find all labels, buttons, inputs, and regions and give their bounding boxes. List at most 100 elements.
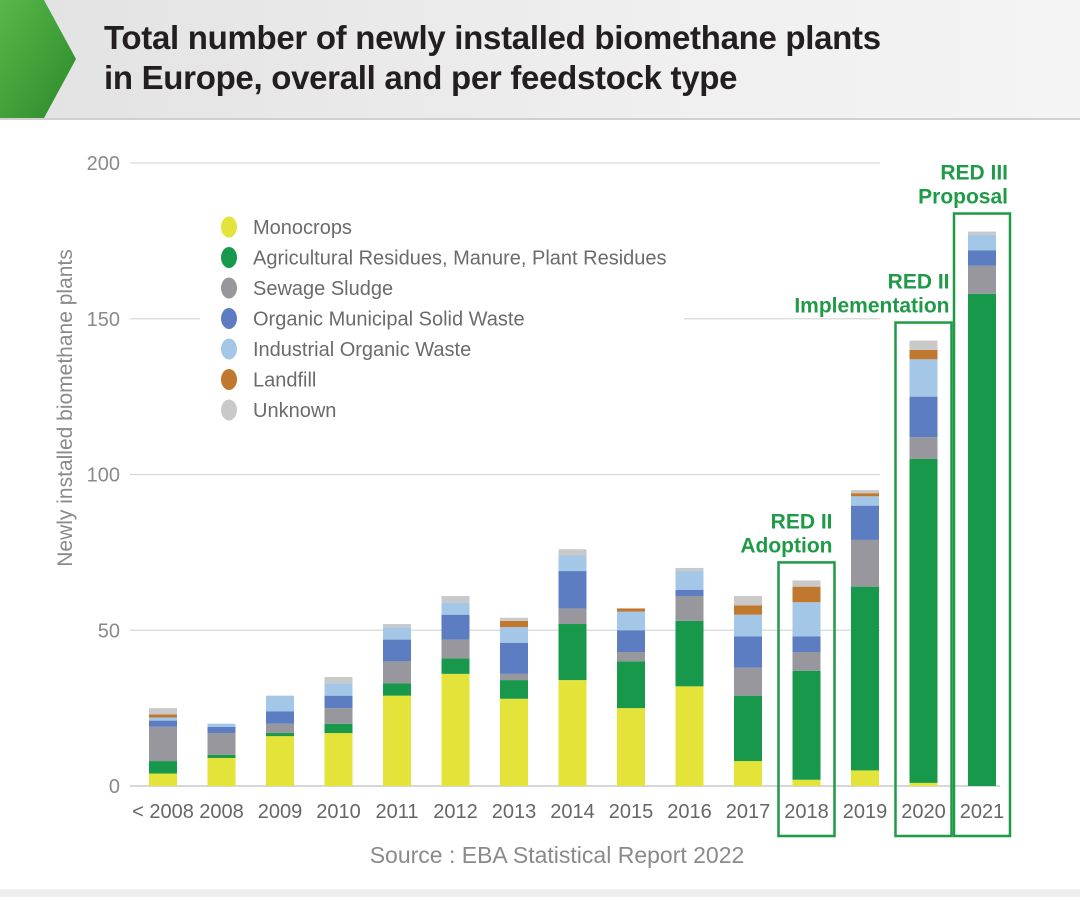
- x-tick-label: 2017: [726, 801, 771, 823]
- bar-segment: [324, 676, 353, 684]
- bar-segment: [909, 396, 938, 438]
- legend-label: Landfill: [253, 370, 316, 392]
- x-tick-label: 2015: [609, 801, 654, 823]
- bar-segment: [909, 349, 938, 360]
- bar-segment: [792, 586, 821, 603]
- bars: [149, 231, 996, 786]
- legend-swatch: [221, 247, 237, 268]
- bar-segment: [792, 602, 821, 637]
- bar-segment: [734, 605, 762, 615]
- annotation-label: RED III: [940, 162, 1008, 185]
- bar-segment: [851, 493, 879, 497]
- x-tick-label: 2008: [199, 801, 244, 823]
- legend-label: Agricultural Residues, Manure, Plant Res…: [253, 248, 667, 270]
- bar-segment: [441, 602, 470, 615]
- bar-segment: [734, 595, 762, 606]
- bar-segment: [909, 359, 938, 397]
- annotation-box: [894, 321, 953, 838]
- bar-segment: [149, 708, 177, 715]
- bar-segment: [149, 726, 177, 762]
- source-note: Source : EBA Statistical Report 2022: [370, 842, 745, 868]
- bar-segment: [968, 265, 996, 294]
- bar-segment: [441, 595, 470, 603]
- bar-segment: [851, 770, 879, 786]
- bar-segment: [207, 757, 236, 786]
- bar-segment: [207, 733, 236, 755]
- bar-segment: [324, 723, 353, 734]
- bar-segment: [734, 636, 762, 668]
- legend-swatch: [221, 338, 237, 360]
- bar-segment: [675, 571, 704, 590]
- bar-segment: [500, 698, 528, 786]
- bar-segment: [792, 580, 821, 587]
- y-tick-label: 150: [87, 309, 120, 331]
- legend-swatch: [221, 308, 237, 329]
- bar-segment: [792, 779, 821, 786]
- x-tick-label: 2016: [667, 801, 712, 823]
- annotation-box: [777, 561, 836, 838]
- bar-segment: [734, 614, 762, 637]
- bar-segment: [675, 589, 704, 596]
- bar-segment: [617, 661, 645, 709]
- bar-segment: [383, 683, 411, 696]
- legend-swatch: [221, 277, 237, 299]
- header-accent-arrow: [0, 0, 76, 118]
- annotation-label: RED II: [771, 510, 833, 533]
- bar-segment: [617, 630, 645, 653]
- bar-segment: [324, 695, 353, 709]
- stacked-bar-chart: 0 50 100 150 200 Newly installed biomethane …: [54, 153, 1012, 868]
- bar-segment: [968, 293, 996, 786]
- bar-segment: [207, 754, 236, 758]
- x-tick-label: 2021: [960, 801, 1005, 823]
- bar-segment: [675, 686, 704, 786]
- bar-segment: [207, 726, 236, 734]
- annotation-box: [952, 212, 1012, 838]
- chart-title-line-2: in Europe, overall and per feedstock typ…: [104, 59, 738, 96]
- annotation-label: RED II: [888, 271, 950, 294]
- y-tick-label: 200: [87, 153, 120, 175]
- bar-segment: [441, 673, 470, 786]
- bar-segment: [675, 620, 704, 687]
- annotation-label: Proposal: [918, 186, 1008, 209]
- bar-segment: [734, 695, 762, 762]
- x-tick-label: 2019: [843, 801, 888, 823]
- legend-swatch: [221, 369, 237, 390]
- x-tick-label: 2011: [375, 801, 418, 823]
- bar-segment: [792, 636, 821, 653]
- bar-segment: [266, 736, 294, 786]
- legend-label: Sewage Sludge: [253, 278, 393, 300]
- legend: Monocrops Agricultural Residues, Manure, …: [200, 206, 684, 438]
- bar-segment: [909, 340, 938, 350]
- x-tick-label: 2009: [258, 801, 303, 823]
- legend-label: Industrial Organic Waste: [253, 339, 471, 361]
- y-axis: 0 50 100 150 200: [87, 153, 120, 798]
- bar-segment: [558, 555, 587, 572]
- legend-label: Monocrops: [253, 217, 352, 239]
- bar-segment: [617, 611, 645, 631]
- bar-segment: [909, 437, 938, 459]
- y-tick-label: 100: [87, 465, 120, 487]
- x-tick-label: 2020: [901, 801, 946, 823]
- bar-segment: [149, 761, 177, 774]
- bar-segment: [909, 782, 938, 786]
- bar-segment: [617, 652, 645, 662]
- bar-segment: [383, 627, 411, 640]
- legend-swatch: [221, 399, 237, 421]
- bar-segment: [149, 773, 177, 786]
- bar-segment: [324, 708, 353, 724]
- footer-bar: [0, 889, 1080, 897]
- bar-segment: [500, 620, 528, 628]
- x-tick-label: 2014: [550, 801, 595, 823]
- y-tick-label: 0: [109, 776, 120, 798]
- bar-segment: [441, 658, 470, 674]
- bar-segment: [500, 627, 528, 643]
- legend-label: Unknown: [253, 400, 336, 422]
- bar-segment: [792, 652, 821, 671]
- bar-segment: [617, 708, 645, 786]
- bar-segment: [617, 608, 645, 612]
- bar-segment: [207, 723, 236, 727]
- bar-segment: [383, 695, 411, 786]
- bar-segment: [149, 714, 177, 718]
- chart-area: 0 50 100 150 200 Newly installed biomethane …: [0, 118, 1080, 897]
